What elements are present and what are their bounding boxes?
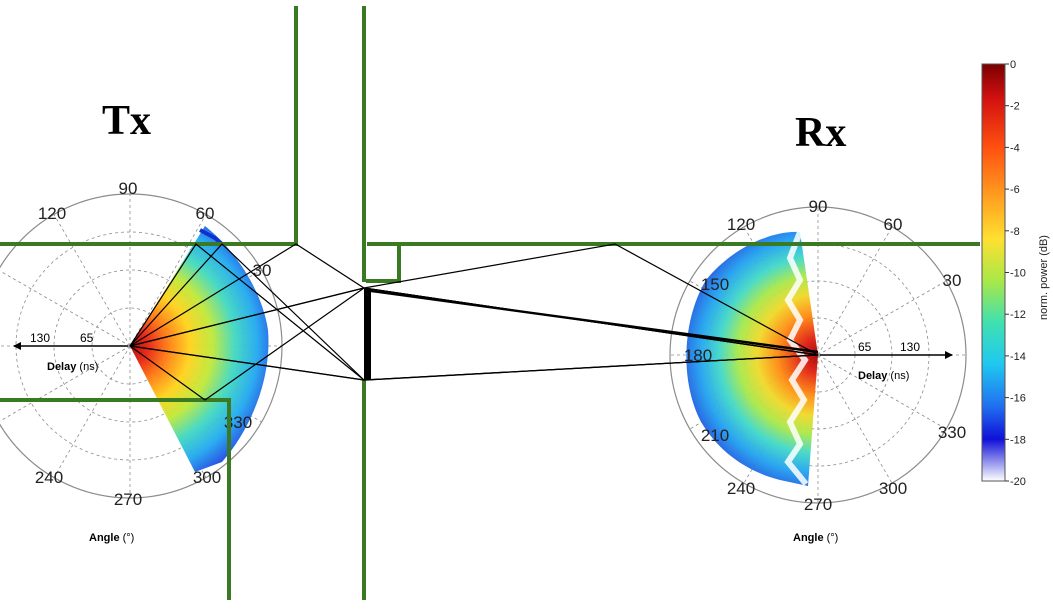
rx-title: Rx — [795, 110, 846, 156]
rx-angle-label-unit: (°) — [824, 532, 839, 544]
rx-angle-tick-180: 180 — [684, 346, 712, 365]
rx-grid-spoke — [817, 354, 893, 484]
colorbar: 0 -2 -4 -6 -8 -10 -12 -14 -16 -18 -20 norm. power … — [981, 59, 1050, 488]
rx-angle-tick-30: 30 — [943, 271, 962, 290]
rx-angle-tick-270: 270 — [804, 495, 832, 514]
tx-delay-label-unit: (ns) — [76, 361, 98, 373]
rx-angle-label: Angle (°) — [793, 532, 838, 544]
colorbar-tick-label: -16 — [1010, 393, 1026, 405]
colorbar-tick-label: -2 — [1010, 101, 1020, 113]
tx-title: Tx — [102, 98, 151, 144]
tx-delay-label: Delay (ns) — [47, 361, 98, 373]
rx-angle-ticks: 120 90 60 150 30 180 210 330 240 270 300 — [684, 197, 966, 514]
colorbar-tick-label: -18 — [1010, 434, 1026, 446]
colorbar-ticks: 0 -2 -4 -6 -8 -10 -12 -14 -16 -18 -20 — [1005, 59, 1026, 488]
tx-delay-axis: 130 65 Delay (ns) — [13, 331, 128, 373]
tx-grid-spoke — [0, 345, 131, 422]
tx-angle-label: Angle (°) — [89, 532, 134, 544]
tx-angle-tick-300: 300 — [193, 468, 221, 487]
ray-path — [129, 243, 819, 356]
rx-lobe-fringe — [784, 230, 809, 486]
tx-angle-label-bold: Angle — [89, 532, 120, 544]
tx-power-lobe — [130, 226, 269, 472]
wall-segment — [366, 244, 401, 283]
rx-delay-tick-65: 65 — [858, 340, 872, 354]
rx-angle-tick-210: 210 — [701, 426, 729, 445]
rx-angle-tick-90: 90 — [809, 197, 828, 216]
rx-grid-spoke — [817, 226, 893, 356]
tx-delay-tick-130: 130 — [30, 331, 50, 345]
rx-angle-tick-150: 150 — [701, 275, 729, 294]
tx-angle-tick-90: 90 — [119, 179, 138, 198]
rx-angle-tick-60: 60 — [884, 215, 903, 234]
rx-delay-tick-130: 130 — [900, 340, 920, 354]
rx-angle-label-bold: Angle — [793, 532, 824, 544]
colorbar-tick-label: -12 — [1010, 309, 1026, 321]
colorbar-tick-label: -14 — [1010, 351, 1026, 363]
colorbar-tick-label: -10 — [1010, 268, 1026, 280]
tx-grid-spoke — [53, 345, 131, 478]
ray-path-strong — [363, 288, 819, 354]
wall-segment — [0, 398, 231, 600]
tx-angle-tick-270: 270 — [114, 490, 142, 509]
rx-delay-label: Delay (ns) — [858, 370, 909, 382]
colorbar-tick-label: -6 — [1010, 184, 1020, 196]
colorbar-tick-label: -20 — [1010, 476, 1026, 488]
rx-delay-label-unit: (ns) — [887, 370, 909, 382]
rx-angle-tick-330: 330 — [938, 423, 966, 442]
rx-angle-tick-120: 120 — [727, 215, 755, 234]
tx-angle-tick-120: 120 — [38, 204, 66, 223]
rx-delay-axis: 65 130 Delay (ns) — [820, 340, 953, 382]
tx-angle-tick-240: 240 — [35, 468, 63, 487]
rx-angle-tick-300: 300 — [879, 479, 907, 498]
tx-delay-label-bold: Delay — [47, 361, 77, 373]
rx-grid-spoke — [817, 280, 947, 356]
colorbar-tick-label: 0 — [1010, 59, 1016, 71]
tx-angle-tick-30: 30 — [253, 261, 272, 280]
tx-grid-spoke — [53, 214, 131, 347]
rx-grid-spoke — [817, 354, 947, 430]
tx-angle-tick-60: 60 — [196, 204, 215, 223]
rx-delay-label-bold: Delay — [858, 370, 888, 382]
tx-grid-spoke — [0, 270, 131, 347]
tx-delay-tick-65: 65 — [80, 331, 94, 345]
colorbar-gradient — [981, 63, 1006, 482]
ray-path — [129, 243, 365, 381]
rx-angle-tick-240: 240 — [727, 479, 755, 498]
obstacle-bar — [364, 289, 371, 380]
colorbar-tick-label: -8 — [1010, 226, 1020, 238]
colorbar-title: norm. power (dB) — [1038, 235, 1050, 320]
colorbar-tick-label: -4 — [1010, 142, 1020, 154]
tx-angle-label-unit: (°) — [120, 532, 135, 544]
tx-grid-spoke — [129, 214, 207, 347]
